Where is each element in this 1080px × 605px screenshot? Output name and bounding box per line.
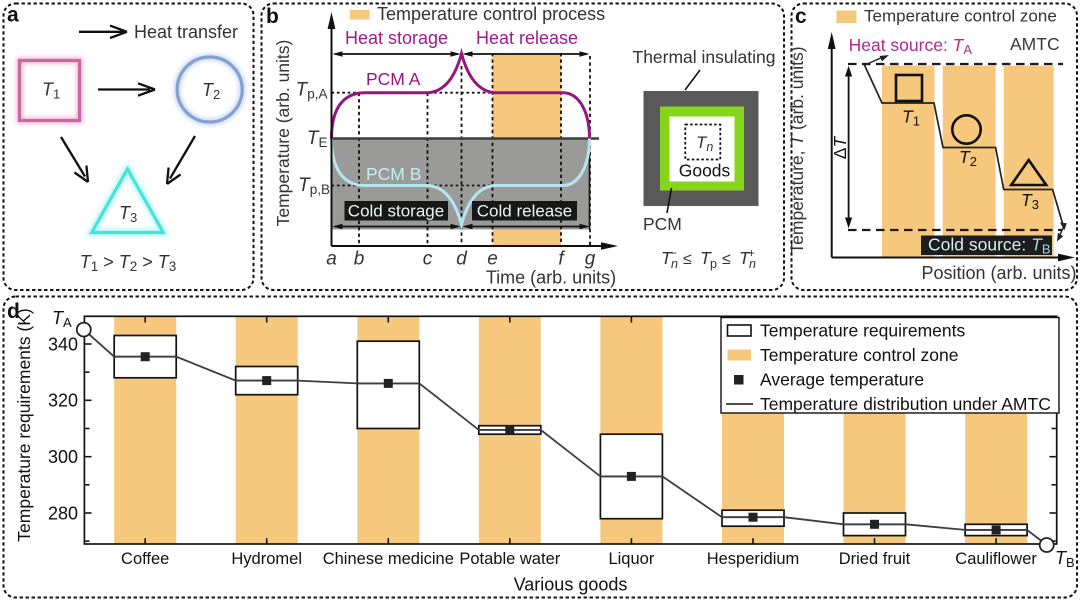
svg-text:Tp,A: Tp,A bbox=[296, 80, 328, 102]
svg-text:Tp,B: Tp,B bbox=[298, 175, 330, 197]
svg-text:Cold storage: Cold storage bbox=[348, 202, 444, 221]
svg-text:b: b bbox=[354, 249, 365, 270]
svg-text:Temperature, T (arb. units): Temperature, T (arb. units) bbox=[787, 46, 807, 253]
svg-text:320: 320 bbox=[48, 391, 78, 411]
svg-text:Hydromel: Hydromel bbox=[231, 550, 302, 568]
svg-text:Heat storage: Heat storage bbox=[345, 28, 448, 48]
svg-text:Average temperature: Average temperature bbox=[760, 370, 924, 390]
svg-text:Chinese medicine: Chinese medicine bbox=[323, 550, 454, 568]
svg-text:Cauliflower: Cauliflower bbox=[955, 550, 1037, 568]
svg-text:Liquor: Liquor bbox=[608, 550, 654, 568]
svg-text:ΔT: ΔT bbox=[830, 136, 850, 160]
svg-text:Temperature control zone: Temperature control zone bbox=[864, 7, 1057, 26]
svg-text:340: 340 bbox=[48, 334, 78, 354]
svg-text:T1 > T2 > T3: T1 > T2 > T3 bbox=[80, 252, 177, 274]
svg-text:Dried fruit: Dried fruit bbox=[839, 550, 911, 568]
svg-text:Temperature distribution under: Temperature distribution under AMTC bbox=[760, 394, 1051, 414]
svg-text:+: + bbox=[748, 246, 755, 260]
svg-text:c: c bbox=[795, 5, 807, 28]
svg-text:c: c bbox=[423, 249, 433, 270]
svg-text:Coffee: Coffee bbox=[121, 550, 169, 568]
svg-text:PCM: PCM bbox=[643, 214, 682, 234]
svg-text:a: a bbox=[326, 249, 337, 270]
svg-text:T2: T2 bbox=[202, 80, 220, 102]
svg-text:Position (arb. units): Position (arb. units) bbox=[921, 263, 1076, 283]
svg-text:g: g bbox=[585, 249, 596, 270]
svg-text:AMTC: AMTC bbox=[1010, 34, 1060, 54]
svg-text:300: 300 bbox=[48, 447, 78, 467]
svg-text:Heat transfer: Heat transfer bbox=[134, 22, 238, 42]
svg-text:Temperature control zone: Temperature control zone bbox=[760, 345, 958, 365]
svg-text:Cold source: TB: Cold source: TB bbox=[928, 235, 1050, 257]
svg-text:T3: T3 bbox=[119, 203, 137, 225]
svg-text:f: f bbox=[558, 249, 565, 270]
svg-text:Temperature requirements: Temperature requirements bbox=[760, 321, 965, 341]
svg-text:T: T bbox=[661, 248, 673, 268]
svg-text:T: T bbox=[700, 248, 712, 268]
svg-text:TA: TA bbox=[52, 308, 72, 330]
svg-text:n: n bbox=[671, 257, 678, 271]
svg-text:TB: TB bbox=[1055, 548, 1075, 570]
svg-text:T1: T1 bbox=[42, 80, 60, 102]
svg-text:Potable water: Potable water bbox=[459, 550, 560, 568]
svg-text:Heat source: TA: Heat source: TA bbox=[849, 35, 973, 57]
svg-text:Time (arb. units): Time (arb. units) bbox=[486, 268, 616, 288]
svg-text:Temperature (arb. units): Temperature (arb. units) bbox=[273, 40, 293, 227]
svg-text:Thermal insulating: Thermal insulating bbox=[633, 47, 776, 67]
svg-text:Heat release: Heat release bbox=[476, 28, 578, 48]
svg-text:b: b bbox=[266, 5, 279, 28]
svg-text:e: e bbox=[487, 249, 498, 270]
svg-text:n: n bbox=[749, 257, 756, 271]
svg-text:Cold release: Cold release bbox=[477, 202, 572, 221]
svg-text:≤: ≤ bbox=[722, 251, 731, 268]
svg-text:p: p bbox=[710, 257, 717, 271]
svg-text:T: T bbox=[739, 248, 751, 268]
svg-text:≤: ≤ bbox=[683, 251, 692, 268]
svg-text:Goods: Goods bbox=[679, 161, 731, 181]
svg-text:d: d bbox=[456, 249, 468, 270]
svg-text:d: d bbox=[7, 300, 20, 323]
svg-text:PCM B: PCM B bbox=[366, 164, 421, 184]
svg-text:TE: TE bbox=[307, 128, 328, 150]
svg-text:Hesperidium: Hesperidium bbox=[707, 550, 800, 568]
svg-text:280: 280 bbox=[48, 503, 78, 523]
svg-text:a: a bbox=[7, 4, 19, 27]
svg-text:Various goods: Various goods bbox=[514, 575, 628, 595]
svg-text:−: − bbox=[670, 246, 677, 260]
svg-text:Temperature requirements (K): Temperature requirements (K) bbox=[14, 308, 34, 541]
svg-text:PCM A: PCM A bbox=[366, 69, 421, 89]
svg-text:Temperature control process: Temperature control process bbox=[377, 4, 605, 24]
